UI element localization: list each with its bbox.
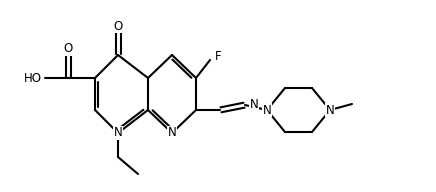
Text: F: F (215, 50, 221, 64)
Text: N: N (326, 103, 334, 117)
Text: N: N (250, 98, 259, 112)
Text: O: O (113, 20, 123, 32)
Text: N: N (262, 103, 271, 117)
Text: HO: HO (24, 71, 42, 84)
Text: O: O (63, 42, 73, 55)
Text: N: N (114, 127, 123, 140)
Text: N: N (167, 127, 177, 140)
